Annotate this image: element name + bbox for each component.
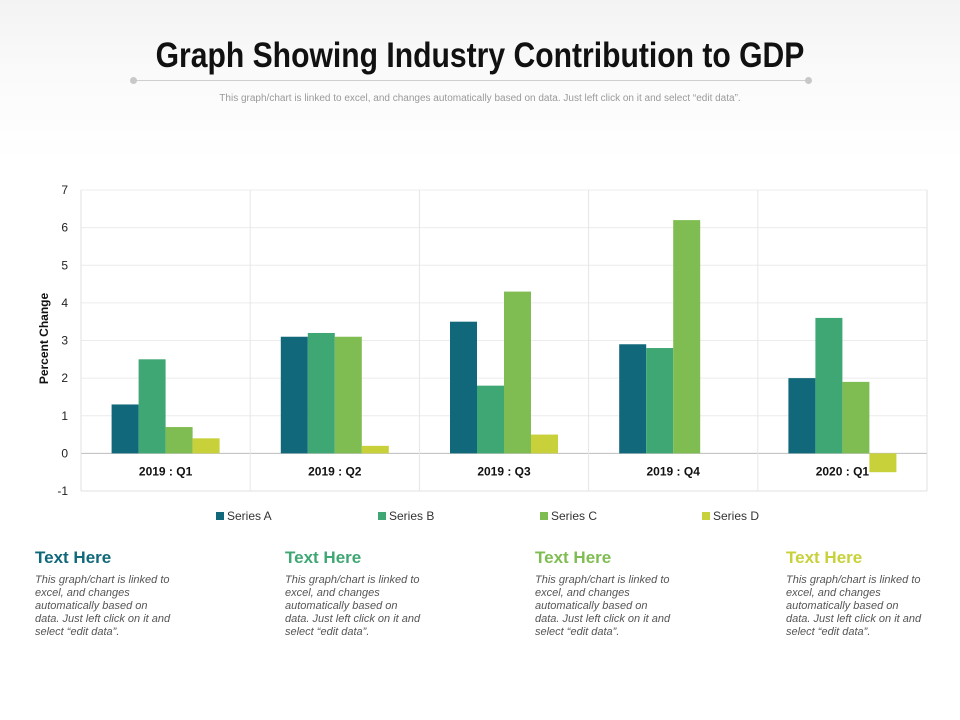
bar-series-d <box>869 453 897 473</box>
y-tick-label: 1 <box>61 409 68 423</box>
divider-dot-right <box>805 77 812 84</box>
y-tick-label: 2 <box>61 371 68 385</box>
bar-series-a <box>619 344 647 454</box>
bar-series-d <box>361 445 389 454</box>
caption-block-3: Text Here This graph/chart is linked to … <box>535 548 695 639</box>
bar-series-a <box>450 321 477 454</box>
y-tick-label: 5 <box>61 258 68 272</box>
x-tick-label: 2019 : Q3 <box>477 464 531 478</box>
legend-swatch <box>216 512 224 520</box>
bar-series-c <box>334 336 362 454</box>
bar-series-a <box>788 378 816 454</box>
bar-series-b <box>815 317 843 454</box>
y-tick-label: 7 <box>61 183 68 197</box>
caption-block-1: Text Here This graph/chart is linked to … <box>35 548 195 639</box>
x-tick-label: 2019 : Q1 <box>139 464 193 478</box>
y-tick-label: 3 <box>61 334 68 348</box>
caption-body: This graph/chart is linked to excel, and… <box>535 574 671 638</box>
divider-dot-left <box>130 77 137 84</box>
legend-swatch <box>378 512 386 520</box>
bar-series-d <box>192 438 220 454</box>
legend-swatch <box>540 512 548 520</box>
bar-series-a <box>111 404 139 454</box>
caption-body: This graph/chart is linked to excel, and… <box>35 574 171 638</box>
bar-series-b <box>646 348 674 454</box>
bar-series-d <box>531 434 558 454</box>
caption-heading: Text Here <box>786 548 863 567</box>
x-tick-label: 2019 : Q4 <box>647 464 701 478</box>
y-axis-label: Percent Change <box>37 292 51 384</box>
y-tick-label: 4 <box>61 296 68 310</box>
y-tick-label: 0 <box>61 446 68 460</box>
bar-series-c <box>165 427 193 454</box>
y-tick-label: 6 <box>61 221 68 235</box>
bar-series-b <box>307 332 335 454</box>
bar-chart[interactable]: -1 0 1 2 3 4 5 6 7 2019 : Q1 2019 : Q2 2019 : Q3 201… <box>0 0 960 540</box>
caption-block-2: Text Here This graph/chart is linked to … <box>285 548 445 639</box>
x-tick-label: 2020 : Q1 <box>816 464 870 478</box>
caption-body: This graph/chart is linked to excel, and… <box>285 574 421 638</box>
legend-label: Series D <box>713 509 759 523</box>
legend-label: Series A <box>227 509 272 523</box>
bar-series-c <box>842 381 870 454</box>
bar-series-c <box>504 291 531 454</box>
caption-heading: Text Here <box>535 548 612 567</box>
bar-series-a <box>280 336 308 454</box>
legend-label: Series C <box>551 509 597 523</box>
bar-series-b <box>477 385 504 454</box>
title-divider <box>133 80 809 81</box>
legend-label: Series B <box>389 509 434 523</box>
legend-swatch <box>702 512 710 520</box>
caption-heading: Text Here <box>35 548 112 567</box>
y-tick-label: -1 <box>57 484 68 498</box>
caption-body: This graph/chart is linked to excel, and… <box>786 574 922 638</box>
x-tick-label: 2019 : Q2 <box>308 464 362 478</box>
bar-series-c <box>673 220 701 454</box>
caption-heading: Text Here <box>285 548 362 567</box>
page-subtitle: This graph/chart is linked to excel, and… <box>219 93 741 104</box>
page-title: Graph Showing Industry Contribution to G… <box>155 36 805 75</box>
caption-block-4: Text Here This graph/chart is linked to … <box>786 548 946 639</box>
bar-series-b <box>138 359 166 454</box>
